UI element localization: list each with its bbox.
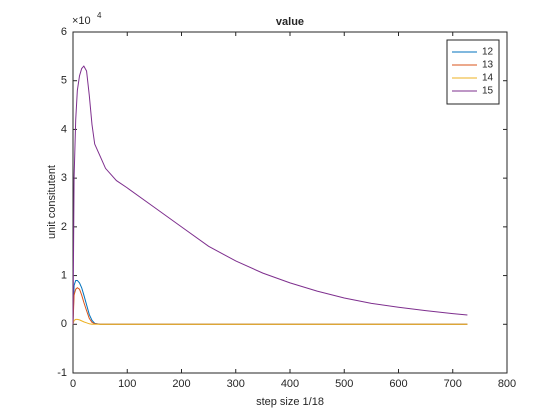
y-tick-label: 3 [61,172,67,184]
y-tick-label: 6 [61,26,67,38]
y-axis-label: unit consitutent [46,165,58,239]
x-tick-label: 100 [118,378,136,390]
y-tick-label: 0 [61,318,67,330]
x-tick-label: 500 [335,378,353,390]
y-tick-label: -1 [57,367,67,379]
x-tick-label: 0 [70,378,76,390]
x-tick-label: 300 [227,378,245,390]
chart-title: value [276,16,304,28]
y-tick-label: 1 [61,269,67,281]
y-multiplier-exponent: 4 [97,11,102,20]
x-tick-label: 400 [281,378,299,390]
y-tick-label: 2 [61,221,67,233]
x-tick-label: 600 [389,378,407,390]
x-tick-label: 200 [172,378,190,390]
legend-label: 12 [482,47,494,58]
y-multiplier: ×10 [72,15,91,27]
legend-label: 13 [482,60,494,71]
x-tick-label: 700 [444,378,462,390]
legend-label: 14 [482,73,494,84]
series-line [72,65,468,325]
x-axis-label: step size 1/18 [256,396,324,408]
plot-frame [72,31,508,374]
legend-box [446,39,500,105]
series-line [72,318,468,325]
x-tick-label: 800 [498,378,516,390]
y-tick-label: 4 [61,123,67,135]
legend-label: 15 [482,86,494,97]
y-tick-label: 5 [61,75,67,87]
